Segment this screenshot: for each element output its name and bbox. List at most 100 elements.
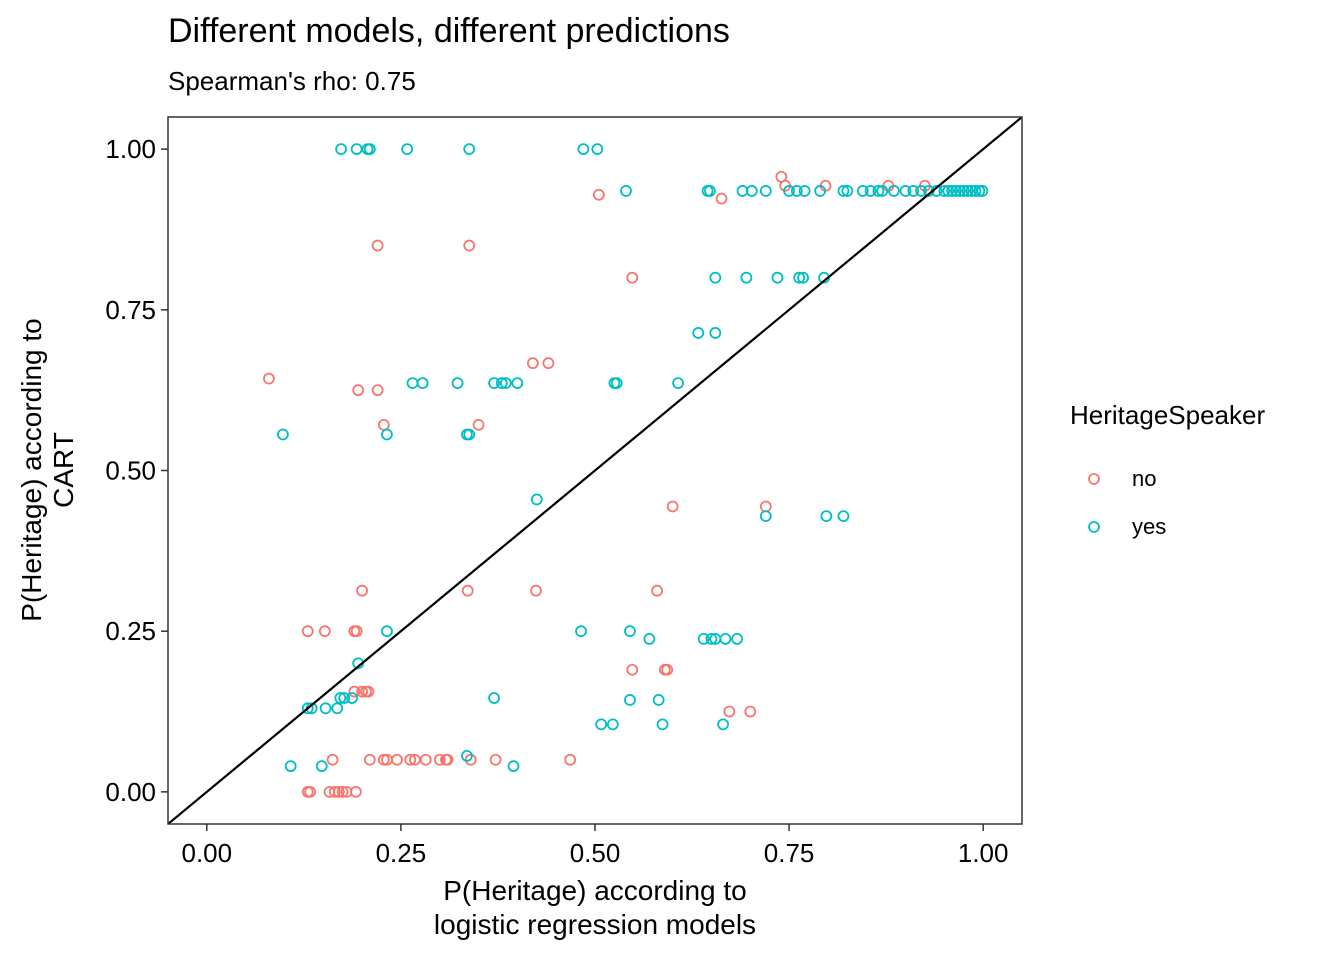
data-point-yes [488, 377, 500, 389]
data-point-no [564, 753, 577, 766]
x-axis-label: P(Heritage) according to logistic regres… [300, 874, 890, 942]
data-point-no [723, 705, 736, 718]
data-point-yes [335, 143, 348, 156]
data-point-yes [416, 377, 429, 389]
data-point-yes [511, 377, 524, 389]
data-point-yes [672, 377, 684, 389]
data-point-yes [969, 185, 982, 197]
data-point-no [715, 192, 728, 205]
data-point-no [356, 584, 368, 597]
data-point-no [362, 685, 375, 698]
data-point-no [377, 418, 390, 431]
data-point-no [350, 625, 363, 638]
data-point-yes [814, 185, 827, 197]
legend-item-no: no [1070, 455, 1265, 503]
data-point-no [526, 357, 539, 370]
data-point-yes [507, 760, 520, 773]
data-point-no [391, 753, 403, 766]
x-tick-label: 0.75 [764, 838, 815, 868]
data-point-yes [610, 377, 623, 389]
data-point-yes [872, 185, 885, 197]
data-point-yes [315, 760, 328, 773]
x-axis-label-line-2: logistic regression models [433, 909, 757, 940]
data-point-yes [301, 702, 314, 715]
data-point-no [318, 625, 331, 638]
data-point-yes [837, 510, 850, 523]
series-yes [277, 143, 989, 773]
data-point-no [666, 500, 679, 513]
y-axis-label-line-2: CART [48, 432, 79, 508]
data-point-yes [401, 143, 414, 156]
x-tick-label: 0.00 [182, 838, 233, 868]
data-point-no [349, 785, 362, 798]
data-point-yes [591, 143, 604, 156]
data-point-no [463, 239, 476, 252]
data-point-yes [837, 185, 850, 197]
legend-key-no [1070, 455, 1118, 503]
data-point-yes [499, 377, 512, 389]
data-point-yes [692, 327, 705, 339]
legend-title: HeritageSpeaker [1070, 400, 1266, 430]
data-point-yes [284, 760, 297, 773]
data-point-no [304, 785, 316, 798]
data-point-yes [624, 625, 636, 638]
chart-subtitle: Spearman's rho: 0.75 [168, 66, 416, 96]
y-tick-label: 1.00 [105, 134, 156, 164]
data-point-yes [319, 702, 332, 715]
data-point-no [464, 753, 477, 766]
data-point-yes [798, 185, 811, 197]
data-point-yes [334, 692, 347, 704]
data-point-yes [363, 143, 376, 156]
data-point-yes [899, 185, 912, 197]
x-axis-label-line-1: P(Heritage) according to [443, 875, 747, 906]
data-point-yes [961, 185, 974, 197]
data-point-no [263, 372, 275, 385]
data-point-no [461, 584, 474, 597]
data-point-yes [907, 185, 920, 197]
data-point-yes [976, 185, 989, 197]
data-point-no [352, 384, 365, 397]
data-point-no [348, 685, 361, 698]
data-point-no [661, 663, 674, 676]
data-point-yes [771, 271, 784, 284]
data-point-no [363, 753, 376, 766]
data-point-yes [915, 185, 927, 197]
data-point-yes [530, 493, 543, 506]
y-axis-label: P(Heritage) according to CART [16, 260, 80, 680]
data-point-yes [451, 377, 464, 389]
data-point-no [626, 271, 639, 284]
data-point-yes [595, 718, 608, 731]
data-point-yes [783, 185, 795, 197]
data-point-no [530, 584, 542, 597]
data-point-no [433, 753, 446, 766]
data-point-yes [338, 692, 351, 704]
data-point-yes [463, 143, 476, 156]
data-point-yes [876, 185, 889, 197]
data-point-no [356, 685, 368, 698]
data-point-yes [793, 271, 806, 284]
legend-key-yes [1070, 503, 1118, 551]
data-point-yes [652, 694, 665, 706]
data-point-yes [488, 692, 500, 704]
data-point-yes [460, 749, 473, 762]
data-point-yes [709, 271, 722, 284]
data-point-yes [841, 185, 854, 197]
data-point-yes [381, 625, 393, 638]
data-point-yes [495, 377, 508, 389]
data-point-yes [624, 694, 636, 706]
data-point-yes [705, 632, 718, 645]
x-tick-label: 1.00 [958, 838, 1009, 868]
data-point-yes [820, 510, 833, 523]
x-tick-label: 0.50 [570, 838, 621, 868]
y-tick-label: 0.00 [105, 777, 156, 807]
y-tick-label: 0.50 [105, 456, 156, 486]
reference-line [168, 117, 1022, 824]
data-point-yes [745, 185, 758, 197]
data-point-no [759, 500, 772, 513]
data-point-yes [704, 185, 716, 197]
data-point-no [744, 705, 757, 718]
legend-label-no: no [1132, 466, 1157, 491]
data-point-yes [888, 185, 900, 197]
data-point-yes [953, 185, 966, 197]
